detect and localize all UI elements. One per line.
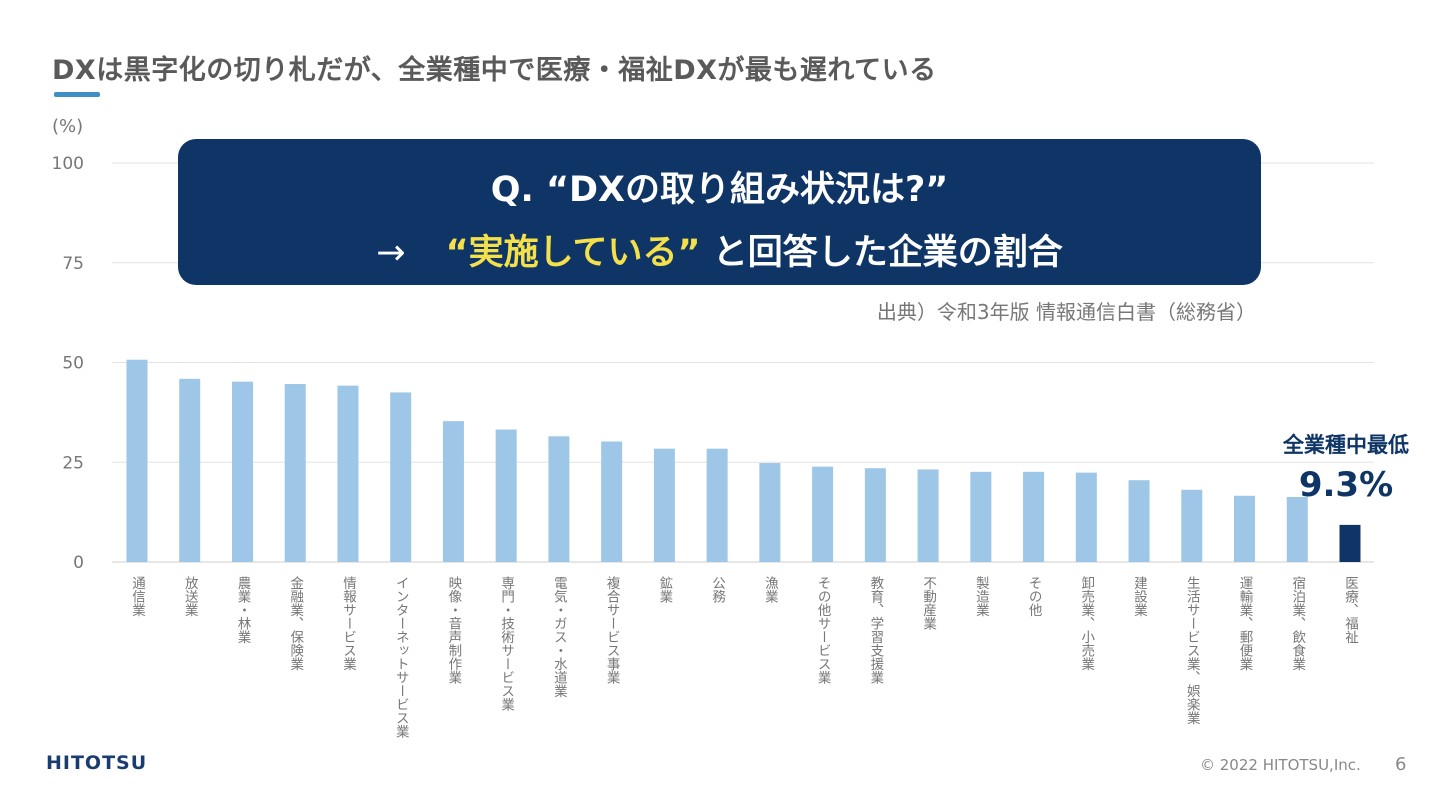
- callout-answer-rest: と回答した企業の割合: [700, 233, 1063, 273]
- category-label: その他: [1026, 576, 1043, 618]
- lowest-annotation-label: 全業種中最低: [1283, 433, 1409, 457]
- bar: [1234, 495, 1256, 562]
- category-label: 情報サービス業: [340, 576, 357, 671]
- category-label: 建設業: [1131, 576, 1148, 617]
- bar: [495, 429, 517, 562]
- category-label: 複合サービス事業: [604, 575, 621, 685]
- company-logo: HITOTSU: [46, 752, 148, 774]
- category-label: 宿泊業、飲食業: [1289, 575, 1306, 671]
- category-label: 映像・音声制作業: [445, 576, 462, 685]
- category-label: 電気・ガス・水道業: [551, 576, 568, 698]
- bar: [390, 392, 412, 562]
- bar: [653, 448, 675, 562]
- category-label: 不動産業: [920, 576, 937, 630]
- category-label: その他サービス業: [815, 576, 832, 684]
- category-label: 運輸業、郵便業: [1237, 576, 1254, 671]
- bar: [1128, 480, 1150, 562]
- category-label: 漁業: [762, 576, 779, 604]
- bar: [126, 359, 148, 562]
- bar: [601, 441, 623, 562]
- category-label: 医療、福祉: [1342, 576, 1359, 645]
- category-label: 公務: [709, 576, 726, 604]
- page-title: DXは黒字化の切り札だが、全業種中で医療・福祉DXが最も遅れている: [52, 55, 937, 86]
- page-number: 6: [1395, 754, 1407, 775]
- lowest-annotation-value: 9.3%: [1298, 465, 1394, 505]
- category-label: 専門・技術サービス業: [498, 576, 515, 712]
- category-label: 卸売業、小売業: [1078, 576, 1095, 671]
- callout-question: Q. “DXの取り組み状況は?”: [490, 170, 949, 210]
- bar: [917, 469, 939, 562]
- bar: [231, 381, 253, 562]
- category-label: 製造業: [973, 576, 990, 617]
- category-label: 金融業、保険業: [287, 576, 304, 671]
- bar: [1023, 471, 1045, 562]
- category-label: 放送業: [182, 576, 199, 617]
- y-tick-label: 100: [52, 154, 84, 174]
- y-axis-label: (%): [52, 116, 84, 137]
- bar: [1339, 524, 1361, 562]
- y-tick-label: 25: [62, 453, 84, 473]
- category-label: インターネットサービス業: [393, 576, 410, 738]
- arrow-right-icon: →: [376, 233, 406, 273]
- bar: [548, 436, 570, 562]
- copyright: © 2022 HITOTSU,Inc.: [1200, 756, 1361, 774]
- bar: [442, 421, 464, 562]
- y-tick-label: 0: [73, 553, 84, 573]
- category-label: 鉱業: [656, 576, 673, 604]
- bar: [1075, 472, 1097, 562]
- bar: [284, 384, 306, 562]
- bar: [970, 471, 992, 562]
- callout-answer: → “実施している” と回答した企業の割合: [178, 224, 1261, 275]
- title-underline: [54, 92, 100, 97]
- bar: [1181, 489, 1203, 562]
- callout-answer-highlight: “実施している”: [445, 233, 701, 273]
- category-label: 教育、学習支援業: [867, 576, 884, 685]
- source-note: 出典）令和3年版 情報通信白書（総務省）: [876, 300, 1256, 324]
- category-label: 通信業: [129, 576, 146, 617]
- category-label: 生活サービス業、娯楽業: [1184, 576, 1201, 725]
- question-callout: Q. “DXの取り組み状況は?” → “実施している” と回答した企業の割合: [178, 139, 1261, 285]
- y-tick-label: 75: [62, 254, 84, 274]
- y-tick-label: 50: [62, 354, 84, 374]
- bar: [337, 385, 359, 562]
- bar: [1286, 496, 1308, 562]
- bar: [812, 466, 834, 562]
- bar: [759, 463, 781, 562]
- bar: [179, 378, 201, 562]
- category-label: 農業・林業: [234, 576, 251, 644]
- bar: [864, 468, 886, 562]
- bar: [706, 448, 728, 562]
